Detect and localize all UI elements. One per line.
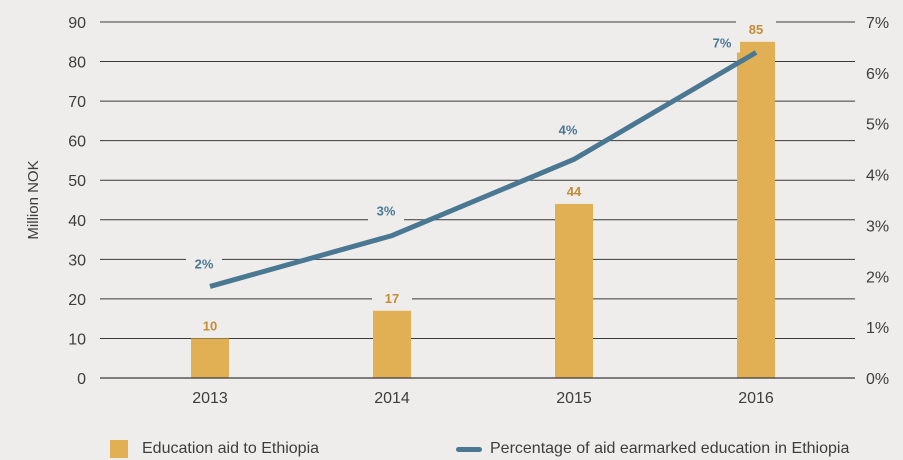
y-tick-label: 40 (68, 213, 86, 230)
bar-series: 10 17 44 85 (190, 20, 776, 379)
bar (555, 203, 593, 378)
x-tick-label: 2013 (192, 390, 228, 407)
x-tick-label: 2015 (556, 390, 592, 407)
bar-label-bg (554, 182, 594, 201)
legend-item-bar: Education aid to Ethiopia (110, 440, 319, 458)
y2-tick-label: 0% (866, 371, 889, 388)
y-tick-label: 20 (68, 292, 86, 309)
legend-bar-label: Education aid to Ethiopia (142, 440, 320, 457)
line-data-label: 3% (377, 204, 396, 219)
line-path (209, 50, 758, 289)
y2-tick-label: 5% (866, 117, 889, 134)
bar-data-label: 10 (203, 318, 217, 333)
line-data-label: 4% (559, 122, 578, 137)
bar (373, 310, 411, 378)
y-tick-label: 30 (68, 252, 86, 269)
x-tick-label: 2014 (374, 390, 410, 407)
bar (737, 41, 775, 379)
right-axis-ticks: 0% 1% 2% 3% 4% 5% 6% 7% (866, 15, 889, 388)
line-label-bg (550, 121, 586, 140)
legend-bar-swatch (110, 440, 128, 458)
bar-label-bg (372, 289, 412, 308)
y2-tick-label: 6% (866, 66, 889, 83)
y-tick-label: 60 (68, 134, 86, 151)
y2-tick-label: 1% (866, 320, 889, 337)
line-data-label: 2% (195, 256, 214, 271)
y-axis-title: Million NOK (25, 160, 42, 239)
left-axis-ticks: 0 10 20 30 40 50 60 70 80 90 (68, 15, 86, 388)
y2-tick-label: 3% (866, 218, 889, 235)
gridlines (100, 21, 855, 339)
legend-line-swatch (456, 446, 482, 452)
bar-label-bg (190, 317, 230, 336)
line-label-bg (704, 34, 740, 53)
y2-tick-label: 7% (866, 15, 889, 32)
bar-data-label: 85 (749, 22, 763, 37)
line-series: 2% 3% 4% 7% (186, 34, 758, 289)
chart-legend: Education aid to Ethiopia Percentage of … (110, 440, 903, 460)
y-tick-label: 50 (68, 173, 86, 190)
line-label-bg (368, 202, 404, 221)
y-tick-label: 80 (68, 55, 86, 72)
bar (191, 338, 229, 378)
bar-data-label: 44 (567, 184, 582, 199)
y2-tick-label: 2% (866, 269, 889, 286)
bar-data-label: 17 (385, 291, 399, 306)
line-label-bg (186, 255, 222, 274)
line-data-label: 7% (713, 36, 732, 51)
legend-line-label: Percentage of aid earmarked education in… (490, 440, 850, 457)
x-axis-ticks: 2013 2014 2015 2016 (192, 390, 774, 407)
y-tick-label: 0 (77, 371, 86, 388)
y-tick-label: 90 (68, 15, 86, 32)
y-tick-label: 70 (68, 94, 86, 111)
y2-tick-label: 4% (866, 168, 889, 185)
y-tick-label: 10 (68, 331, 86, 348)
legend-item-line: Percentage of aid earmarked education in… (456, 440, 849, 458)
bar-label-bg (736, 20, 776, 39)
x-tick-label: 2016 (738, 390, 774, 407)
